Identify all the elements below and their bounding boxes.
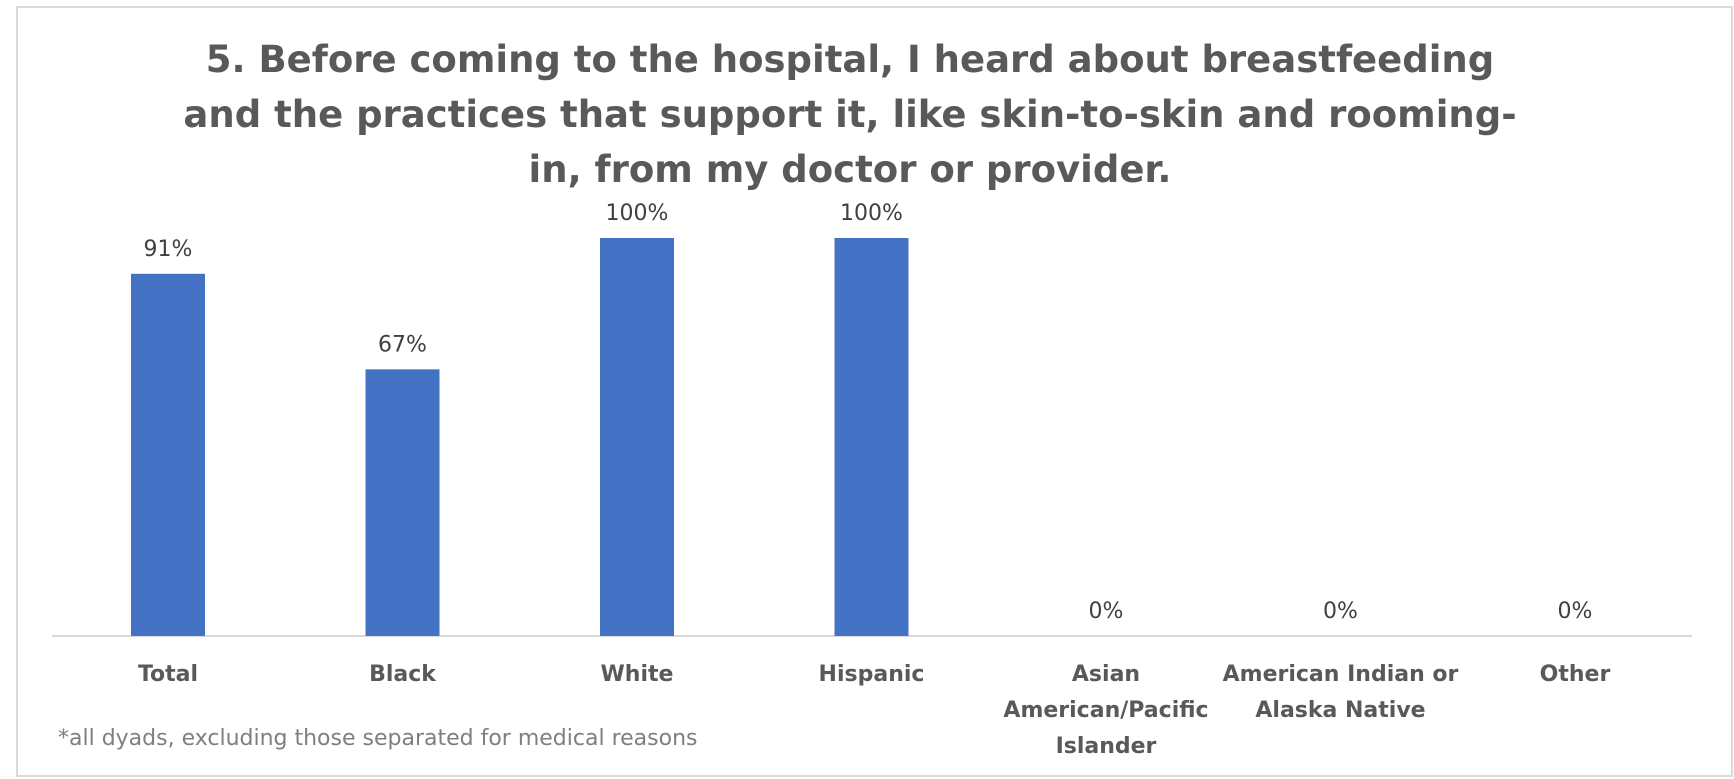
category-label-4: Asian American/Pacific Islander — [1003, 662, 1208, 759]
bar-1 — [365, 369, 440, 636]
category-label-line: Asian — [1072, 662, 1140, 687]
chart-title: 5. Before coming to the hospital, I hear… — [183, 38, 1517, 191]
data-label-6: 0% — [1558, 599, 1593, 624]
category-label-1: Black — [369, 662, 437, 687]
data-label-1: 67% — [378, 332, 427, 357]
category-label-5: American Indian or Alaska Native — [1223, 662, 1459, 723]
bar-3 — [834, 238, 909, 636]
category-label-line: American/Pacific — [1003, 698, 1208, 723]
data-label-4: 0% — [1089, 599, 1124, 624]
data-label-0: 91% — [144, 237, 193, 262]
category-label-line: Hispanic — [819, 662, 925, 687]
category-label-line: Islander — [1056, 734, 1157, 759]
footnote: *all dyads, excluding those separated fo… — [58, 726, 698, 751]
category-label-0: Total — [138, 662, 198, 687]
bar-0 — [131, 273, 205, 636]
category-label-line: Black — [369, 662, 437, 687]
data-label-3: 100% — [840, 201, 903, 226]
category-label-line: Alaska Native — [1255, 698, 1425, 723]
category-label-6: Other — [1540, 662, 1611, 687]
category-label-line: White — [601, 662, 674, 687]
category-label-3: Hispanic — [819, 662, 925, 687]
category-label-2: White — [601, 662, 674, 687]
category-label-line: American Indian or — [1223, 662, 1459, 687]
data-label-5: 0% — [1323, 599, 1358, 624]
bar-2 — [600, 238, 674, 636]
category-label-line: Total — [138, 662, 198, 687]
category-label-line: Other — [1540, 662, 1611, 687]
data-label-2: 100% — [606, 201, 669, 226]
